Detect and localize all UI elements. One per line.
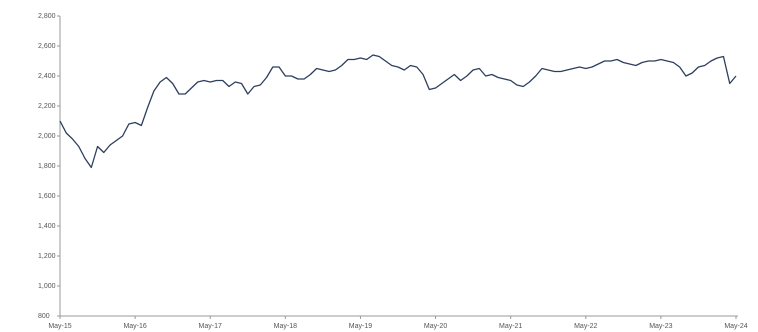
x-tick-label: May-24: [724, 323, 747, 330]
y-tick-label: 800: [38, 313, 50, 320]
y-tick-label: 1,000: [38, 283, 56, 290]
x-tick-label: May-18: [274, 323, 297, 330]
x-tick-label: May-15: [48, 323, 71, 330]
y-tick-label: 1,400: [38, 223, 56, 230]
x-tick-label: May-17: [199, 323, 222, 330]
x-tick-label: May-21: [499, 323, 522, 330]
line: [59, 54, 737, 169]
y-tick-label: 2,400: [38, 73, 56, 80]
y-tick-label: 1,600: [38, 193, 56, 200]
y-tick-label: 2,600: [38, 43, 56, 50]
y-tick-label: 2,000: [38, 133, 56, 140]
x-tick-label: May-20: [424, 323, 447, 330]
y-tick-label: 1,800: [38, 163, 56, 170]
x-tick-label: May-19: [349, 323, 372, 330]
x-tick-label: May-23: [649, 323, 672, 330]
y-tick-label: 2,200: [38, 103, 56, 110]
y-tick-label: 1,200: [38, 253, 56, 260]
x-tick-label: May-22: [574, 323, 597, 330]
x-tick-label: May-16: [123, 323, 146, 330]
y-tick-label: 2,800: [38, 13, 56, 20]
